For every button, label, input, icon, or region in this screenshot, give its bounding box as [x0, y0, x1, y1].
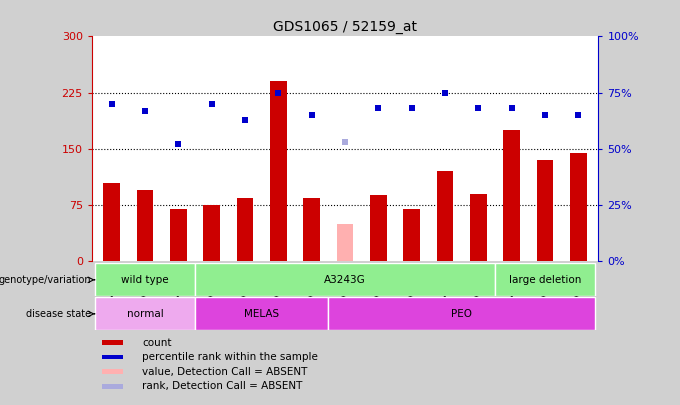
Text: genotype/variation: genotype/variation	[0, 275, 92, 285]
Text: large deletion: large deletion	[509, 275, 581, 285]
Bar	[495, 263, 595, 296]
Bar	[102, 355, 123, 360]
Bar	[102, 369, 123, 374]
Text: normal: normal	[126, 309, 163, 319]
Bar	[237, 198, 254, 261]
Text: MELAS: MELAS	[244, 309, 279, 319]
Bar	[570, 153, 587, 261]
Title: GDS1065 / 52159_at: GDS1065 / 52159_at	[273, 20, 417, 34]
Bar	[470, 194, 487, 261]
Bar	[270, 81, 287, 261]
Bar	[195, 263, 495, 296]
Bar	[437, 171, 454, 261]
Text: wild type: wild type	[121, 275, 169, 285]
Bar	[137, 190, 154, 261]
Text: value, Detection Call = ABSENT: value, Detection Call = ABSENT	[143, 367, 308, 377]
Bar	[370, 195, 387, 261]
Text: disease state: disease state	[27, 309, 92, 319]
Text: A3243G: A3243G	[324, 275, 366, 285]
Text: percentile rank within the sample: percentile rank within the sample	[143, 352, 318, 362]
Bar	[303, 198, 320, 261]
Bar	[102, 340, 123, 345]
Text: PEO: PEO	[452, 309, 472, 319]
Bar	[537, 160, 554, 261]
Bar	[95, 297, 195, 330]
Text: count: count	[143, 337, 172, 347]
Bar	[103, 183, 120, 261]
Bar	[170, 209, 187, 261]
Bar	[102, 384, 123, 389]
Bar	[503, 130, 520, 261]
Text: rank, Detection Call = ABSENT: rank, Detection Call = ABSENT	[143, 382, 303, 391]
Bar	[337, 224, 354, 261]
Bar	[203, 205, 220, 261]
Bar	[328, 297, 595, 330]
Bar	[195, 297, 328, 330]
Bar	[95, 263, 195, 296]
Bar	[403, 209, 420, 261]
